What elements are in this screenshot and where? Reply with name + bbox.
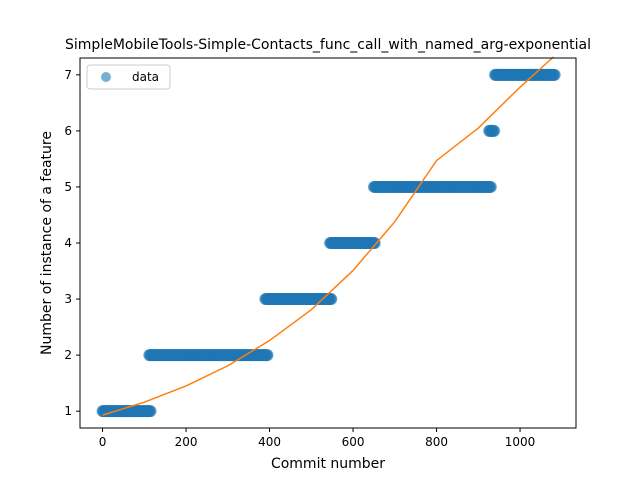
data-point xyxy=(144,405,157,418)
y-tick-label: 3 xyxy=(64,292,72,306)
fit-line xyxy=(102,56,554,416)
x-tick-label: 600 xyxy=(342,435,365,449)
chart-title: SimpleMobileTools-Simple-Contacts_func_c… xyxy=(65,37,591,53)
legend-label: data xyxy=(132,70,159,84)
y-tick-label: 4 xyxy=(64,236,72,250)
y-tick-label: 2 xyxy=(64,348,72,362)
marks-layer xyxy=(96,56,561,418)
y-tick-label: 7 xyxy=(64,68,72,82)
data-point xyxy=(325,293,338,306)
y-axis-title: Number of instance of a feature xyxy=(39,131,55,355)
x-axis-title: Commit number xyxy=(271,456,385,472)
x-tick-label: 800 xyxy=(425,435,448,449)
x-tick-label: 200 xyxy=(175,435,198,449)
y-tick-label: 5 xyxy=(64,180,72,194)
x-tick-label: 0 xyxy=(99,435,107,449)
data-point xyxy=(484,180,497,193)
x-tick-label: 1000 xyxy=(505,435,536,449)
y-tick-label: 1 xyxy=(64,404,72,418)
x-tick-label: 400 xyxy=(258,435,281,449)
data-point xyxy=(548,68,561,81)
data-point xyxy=(488,124,501,137)
y-tick-label: 6 xyxy=(64,124,72,138)
data-point xyxy=(368,237,381,249)
data-point xyxy=(261,349,274,362)
legend-marker xyxy=(101,72,111,82)
legend-box xyxy=(86,64,171,90)
legend: data xyxy=(86,64,171,90)
ticks-layer: 0 200 400 600 800 1000 1 2 3 4 5 6 7 xyxy=(64,68,535,449)
